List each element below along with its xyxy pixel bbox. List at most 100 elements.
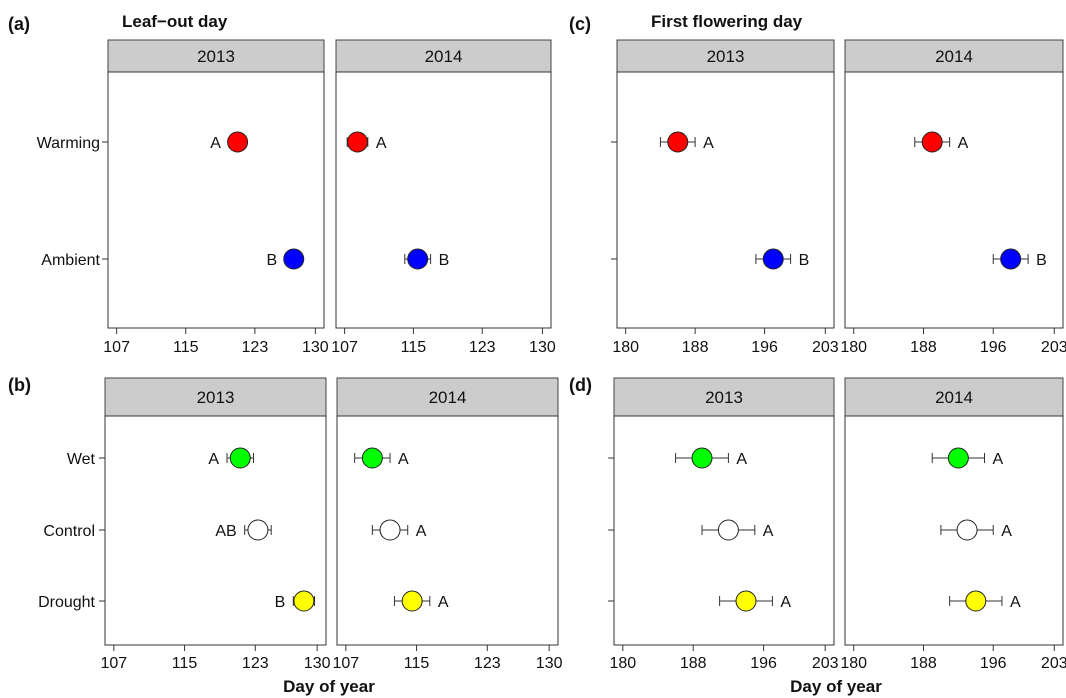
data-point-b-2014-drought [401, 590, 423, 612]
panel-letter-a: (a) [8, 14, 30, 34]
significance-letter-d-2014-drought: A [1010, 594, 1021, 611]
category-label-drought: Drought [38, 594, 95, 611]
data-point-b-2014-wet [361, 447, 383, 469]
plot-panel-c-2013 [616, 71, 835, 329]
x-tick-label: 196 [980, 655, 1007, 672]
x-tick-label: 115 [172, 655, 198, 672]
x-tick-label: 180 [612, 339, 639, 356]
facet-strip-b-2014 [336, 377, 559, 417]
x-tick-label: 203 [812, 339, 839, 356]
x-tick-label: 196 [750, 655, 777, 672]
facet-strip-c-2014 [844, 39, 1064, 73]
x-tick-label: 203 [1041, 655, 1066, 672]
plot-panel-a-2014 [335, 71, 552, 329]
significance-letter-a-2013-warming: A [210, 135, 221, 152]
panel-letter-b: (b) [8, 375, 31, 395]
data-point-c-2013-warming [667, 131, 689, 153]
significance-letter-d-2013-drought: A [780, 594, 791, 611]
x-tick-label: 180 [840, 339, 867, 356]
category-label-control: Control [43, 523, 95, 540]
x-tick-label: 115 [173, 339, 199, 356]
data-point-c-2014-ambient [1000, 248, 1022, 270]
significance-letter-b-2013-control: AB [215, 523, 236, 540]
x-tick-label: 107 [331, 339, 358, 356]
x-axis-title-b: Day of year [283, 677, 375, 696]
significance-letter-d-2013-control: A [763, 523, 774, 540]
category-label-warming: Warming [37, 135, 100, 152]
facet-strip-a-2013 [107, 39, 325, 73]
facet-label-a-2014: 2014 [425, 47, 463, 66]
panel-title-c: First flowering day [651, 12, 803, 31]
data-point-a-2014-warming [347, 131, 368, 153]
x-tick-label: 203 [812, 655, 839, 672]
data-point-b-2013-drought [293, 590, 315, 612]
x-tick-label: 180 [609, 655, 636, 672]
x-tick-label: 115 [401, 339, 427, 356]
data-point-a-2014-ambient [407, 248, 429, 270]
x-tick-label: 130 [536, 655, 563, 672]
x-tick-label: 107 [100, 655, 127, 672]
significance-letter-c-2014-ambient: B [1036, 252, 1047, 269]
significance-letter-b-2014-control: A [416, 523, 427, 540]
plot-panel-a-2013 [107, 71, 325, 329]
significance-letter-a-2014-warming: A [376, 135, 387, 152]
data-point-b-2013-wet [229, 447, 251, 469]
significance-letter-a-2013-ambient: B [266, 252, 277, 269]
category-label-wet: Wet [67, 451, 96, 468]
data-point-d-2013-control [717, 519, 739, 541]
significance-letter-d-2014-control: A [1001, 523, 1012, 540]
panel-title-a: Leaf−out day [122, 12, 228, 31]
plot-panel-b-2013 [104, 415, 327, 646]
x-tick-label: 203 [1041, 339, 1066, 356]
panel-letter-d: (d) [569, 375, 592, 395]
panel-letter-c: (c) [569, 14, 591, 34]
facet-label-b-2013: 2013 [197, 388, 235, 407]
significance-letter-b-2014-drought: A [438, 594, 449, 611]
x-tick-label: 107 [332, 655, 359, 672]
significance-letter-a-2014-ambient: B [439, 252, 450, 269]
data-point-d-2013-wet [691, 447, 713, 469]
data-point-a-2013-warming [227, 131, 249, 153]
significance-letter-c-2013-warming: A [703, 135, 714, 152]
x-tick-label: 196 [980, 339, 1007, 356]
significance-letter-b-2013-wet: A [208, 451, 219, 468]
data-point-c-2013-ambient [762, 248, 784, 270]
data-point-d-2014-drought [965, 590, 987, 612]
data-point-a-2013-ambient [283, 248, 305, 270]
data-point-d-2013-drought [735, 590, 757, 612]
x-tick-label: 180 [840, 655, 867, 672]
x-axis-title-d: Day of year [790, 677, 882, 696]
x-tick-label: 123 [242, 655, 269, 672]
facet-label-d-2014: 2014 [935, 388, 973, 407]
facet-strip-d-2014 [844, 377, 1064, 417]
significance-letter-d-2014-wet: A [993, 451, 1004, 468]
data-point-d-2014-wet [947, 447, 969, 469]
x-tick-label: 130 [529, 339, 556, 356]
x-tick-label: 188 [910, 655, 937, 672]
facet-strip-a-2014 [335, 39, 552, 73]
significance-letter-c-2014-warming: A [958, 135, 969, 152]
data-point-c-2014-warming [921, 131, 943, 153]
x-tick-label: 123 [469, 339, 496, 356]
x-tick-label: 188 [680, 655, 707, 672]
category-label-ambient: Ambient [41, 252, 100, 269]
significance-letter-b-2014-wet: A [398, 451, 409, 468]
facet-label-c-2014: 2014 [935, 47, 973, 66]
facet-strip-b-2013 [104, 377, 327, 417]
significance-letter-c-2013-ambient: B [799, 252, 810, 269]
significance-letter-b-2013-drought: B [275, 594, 286, 611]
x-tick-label: 188 [910, 339, 937, 356]
data-point-b-2013-control [247, 519, 269, 541]
x-tick-label: 115 [404, 655, 430, 672]
plot-panel-c-2014 [844, 71, 1064, 329]
x-tick-label: 188 [682, 339, 709, 356]
data-point-b-2014-control [379, 519, 401, 541]
x-tick-label: 107 [103, 339, 130, 356]
significance-letter-d-2013-wet: A [736, 451, 747, 468]
facet-label-a-2013: 2013 [197, 47, 235, 66]
facet-strip-c-2013 [616, 39, 835, 73]
facet-label-b-2014: 2014 [429, 388, 467, 407]
x-tick-label: 130 [302, 339, 329, 356]
x-tick-label: 123 [474, 655, 501, 672]
